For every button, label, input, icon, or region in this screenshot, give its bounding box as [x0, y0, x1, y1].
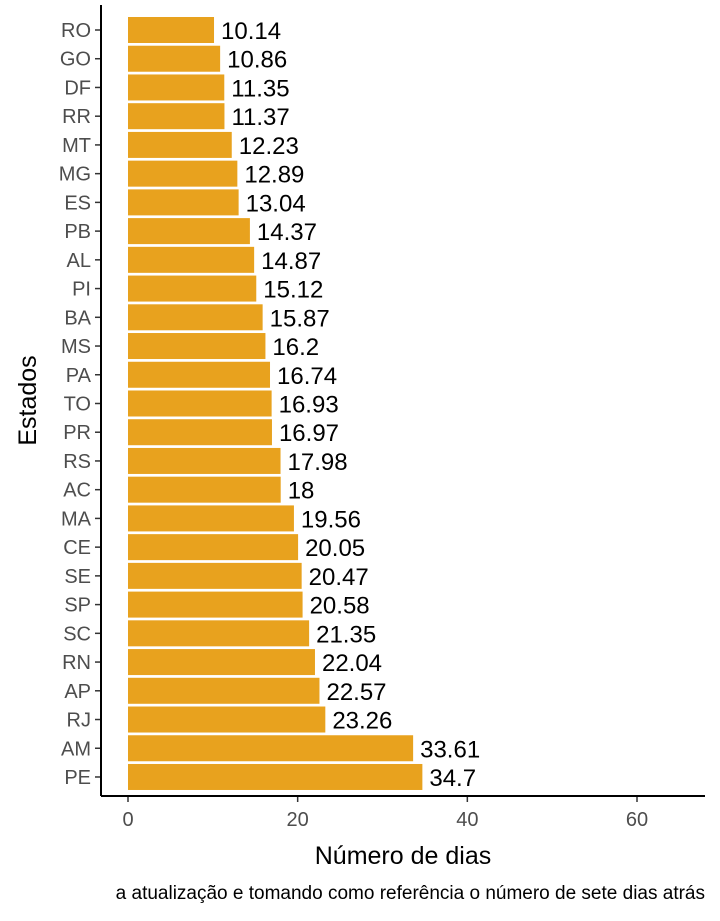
- y-tick-label: RJ: [67, 710, 91, 732]
- bar-value-label: 13.04: [246, 190, 306, 217]
- y-tick-label: AL: [67, 250, 91, 272]
- bar-value-label: 10.86: [227, 47, 287, 74]
- bar-value-label: 12.89: [244, 162, 304, 189]
- bar-pr: [128, 419, 272, 446]
- bar-value-label: 11.37: [231, 104, 289, 131]
- y-axis-title: Estados: [14, 355, 42, 445]
- bar-ac: [128, 476, 281, 503]
- bar-value-label: 20.47: [309, 564, 369, 591]
- bar-ro: [128, 17, 215, 43]
- bar-value-label: 22.04: [322, 650, 382, 677]
- bar-value-label: 14.87: [261, 248, 321, 275]
- y-tick-label: MG: [59, 164, 91, 186]
- bar-value-label: 16.93: [279, 391, 339, 418]
- y-tick-label: RO: [61, 20, 91, 42]
- x-tick-label: 40: [456, 809, 478, 831]
- bar-value-label: 15.87: [270, 305, 330, 332]
- bar-rj: [128, 706, 326, 733]
- bar-ba: [128, 304, 263, 331]
- bar-labels-group: 10.1410.8611.3511.3712.2312.8913.0414.37…: [221, 18, 480, 792]
- bar-pe: [128, 763, 423, 790]
- bar-value-label: 11.35: [231, 75, 289, 102]
- bar-df: [128, 74, 225, 101]
- y-tick-label: PE: [64, 767, 91, 789]
- y-tick-label: SP: [64, 595, 91, 617]
- bar-value-label: 20.58: [310, 593, 370, 620]
- x-axis-title: Número de dias: [315, 842, 491, 870]
- bar-value-label: 16.97: [279, 420, 339, 447]
- bar-pi: [128, 275, 257, 302]
- bar-sc: [128, 620, 310, 647]
- y-axis-ticks: RO GO DF RR MT MG ES PB AL PI BA MS PA TO PR RS AC MA CE SE…: [59, 20, 101, 789]
- y-tick-label: PA: [66, 365, 92, 387]
- y-tick-label: AP: [64, 681, 91, 703]
- bar-rr: [128, 103, 225, 130]
- y-tick-label: SC: [63, 623, 91, 645]
- x-tick-label: 0: [122, 809, 133, 831]
- y-tick-label: TO: [64, 393, 91, 415]
- bar-value-label: 23.26: [332, 708, 392, 735]
- bar-rn: [128, 649, 315, 676]
- y-tick-label: RN: [62, 652, 91, 674]
- y-tick-label: AM: [61, 738, 91, 760]
- bar-value-label: 17.98: [288, 449, 348, 476]
- bar-sp: [128, 591, 303, 618]
- bar-mt: [128, 131, 232, 158]
- bar-value-label: 16.74: [277, 363, 337, 390]
- bar-se: [128, 562, 302, 589]
- bar-value-label: 33.61: [420, 736, 480, 763]
- y-tick-label: PI: [72, 279, 91, 301]
- bar-ms: [128, 333, 266, 360]
- bar-to: [128, 390, 272, 417]
- y-tick-label: RS: [63, 451, 91, 473]
- bar-rs: [128, 447, 281, 474]
- y-tick-label: GO: [60, 49, 91, 71]
- y-tick-label: AC: [63, 480, 91, 502]
- y-tick-label: PB: [64, 221, 91, 243]
- y-tick-label: PR: [63, 422, 91, 444]
- y-tick-label: BA: [64, 307, 91, 329]
- bars-group: [128, 17, 423, 790]
- bar-value-label: 22.57: [326, 679, 386, 706]
- bar-pa: [128, 361, 271, 388]
- y-tick-label: DF: [64, 77, 91, 99]
- bar-value-label: 34.7: [429, 765, 476, 792]
- bar-pb: [128, 218, 250, 245]
- chart-caption: a atualização e tomando como referência …: [116, 883, 705, 904]
- y-tick-label: MS: [61, 336, 91, 358]
- y-tick-label: MA: [61, 508, 92, 530]
- bar-ce: [128, 534, 299, 561]
- bar-value-label: 16.2: [272, 334, 319, 361]
- x-tick-label: 60: [626, 809, 648, 831]
- bar-ma: [128, 505, 294, 532]
- x-tick-label: 20: [287, 809, 309, 831]
- bar-am: [128, 735, 414, 762]
- bar-value-label: 19.56: [301, 506, 361, 533]
- y-tick-label: ES: [64, 192, 91, 214]
- y-tick-label: SE: [64, 566, 91, 588]
- bar-mg: [128, 160, 238, 187]
- bar-value-label: 12.23: [239, 133, 299, 160]
- bar-al: [128, 246, 255, 273]
- x-axis-ticks: 0 20 40 60: [122, 796, 648, 831]
- bar-value-label: 14.37: [257, 219, 317, 246]
- bar-go: [128, 45, 221, 72]
- bar-value-label: 15.12: [263, 277, 323, 304]
- bar-es: [128, 189, 239, 216]
- bar-value-label: 18: [288, 478, 315, 505]
- bar-ap: [128, 677, 320, 704]
- bar-value-label: 10.14: [221, 18, 281, 45]
- y-tick-label: MT: [62, 135, 91, 157]
- y-tick-label: RR: [62, 106, 91, 128]
- bar-value-label: 20.05: [305, 535, 365, 562]
- y-tick-label: CE: [63, 537, 91, 559]
- bar-value-label: 21.35: [316, 621, 376, 648]
